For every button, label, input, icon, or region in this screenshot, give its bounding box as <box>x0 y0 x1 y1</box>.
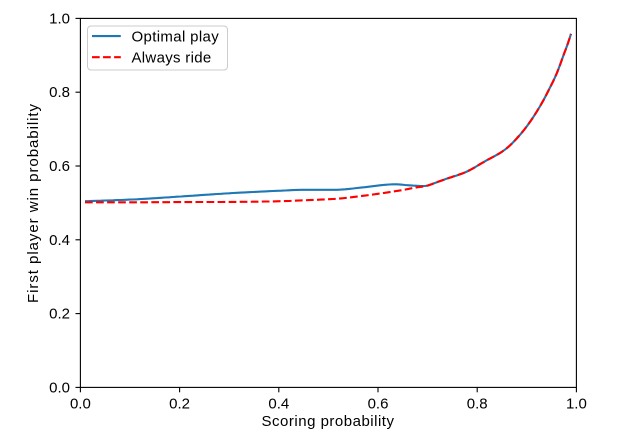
svg-text:First player win probability: First player win probability <box>25 103 42 303</box>
svg-text:0.2: 0.2 <box>169 395 190 412</box>
svg-text:0.6: 0.6 <box>368 395 389 412</box>
svg-text:Scoring probability: Scoring probability <box>262 413 395 430</box>
svg-text:1.0: 1.0 <box>49 10 70 27</box>
svg-text:0.8: 0.8 <box>467 395 488 412</box>
svg-text:1.0: 1.0 <box>566 395 587 412</box>
svg-text:Always ride: Always ride <box>132 49 212 66</box>
svg-text:0.2: 0.2 <box>49 306 70 323</box>
svg-text:0.8: 0.8 <box>49 84 70 101</box>
svg-text:0.0: 0.0 <box>70 395 91 412</box>
svg-text:0.0: 0.0 <box>49 379 70 396</box>
svg-text:0.6: 0.6 <box>49 158 70 175</box>
svg-text:0.4: 0.4 <box>268 395 289 412</box>
svg-text:0.4: 0.4 <box>49 232 70 249</box>
svg-text:Optimal play: Optimal play <box>132 28 220 45</box>
